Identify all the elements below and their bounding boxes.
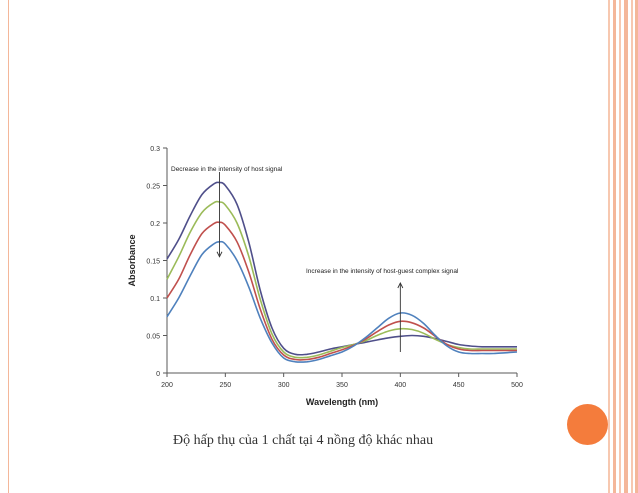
annotation-host-signal: Decrease in the intensity of host signal [171,166,283,173]
annotation-complex-signal: Increase in the intensity of host-guest … [306,268,459,275]
y-tick-label: 0.1 [150,296,160,303]
series-line-2 [166,200,517,359]
series-line-1 [166,181,517,356]
right-decorative-stripes [608,0,638,493]
series-line-4 [166,240,518,363]
x-axis-title: Wavelength (nm) [306,397,378,407]
x-tick-label: 400 [394,382,406,389]
y-tick-label: 0.05 [146,334,160,341]
x-tick-label: 200 [161,382,173,389]
chart-annotations: Decrease in the intensity of host signal… [171,166,459,352]
orange-circle-decoration [567,404,608,445]
y-tick-label: 0.3 [150,146,160,153]
chart-series [166,181,518,363]
series-line-3 [166,221,517,361]
y-tick-label: 0 [156,371,160,378]
y-axis-title: Absorbance [127,234,137,286]
chart-axes: 0 0.05 0.1 0.15 0.2 0.25 0.3 200 250 300 350 400 450… [127,146,523,407]
y-tick-label: 0.15 [146,259,160,266]
x-tick-label: 450 [453,382,465,389]
x-tick-label: 250 [219,382,231,389]
left-border-line [8,0,9,493]
annotation-arrow-head-1 [216,251,223,258]
y-tick-label: 0.2 [150,221,160,228]
slide-caption: Độ hấp thụ của 1 chất tại 4 nồng độ khác… [173,433,434,448]
x-tick-label: 300 [278,382,290,389]
annotation-arrow-head-2 [397,281,404,289]
x-tick-label: 350 [336,382,348,389]
x-tick-label: 500 [511,382,523,389]
y-tick-label: 0.25 [146,184,160,191]
